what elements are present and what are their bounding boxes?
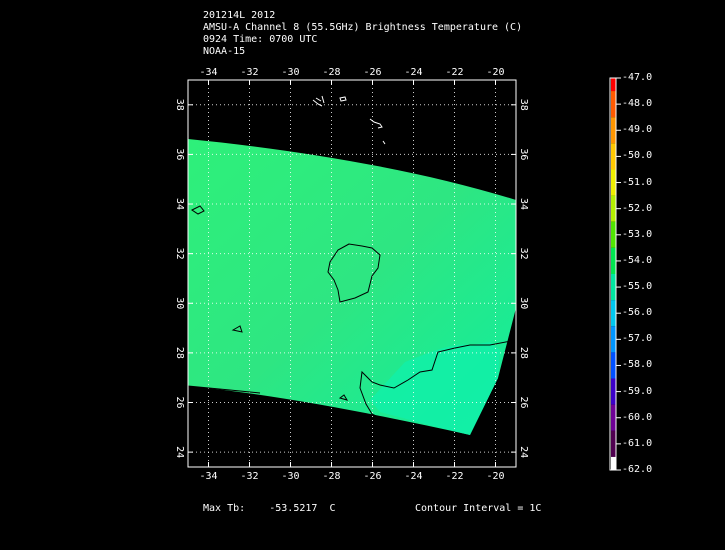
contour-interval: Contour Interval = 1C xyxy=(415,503,542,514)
lon-label-bottom: -34 xyxy=(199,471,217,482)
lon-label-top: -24 xyxy=(404,67,422,78)
contour-southeast xyxy=(359,339,516,423)
colorbar-swatch xyxy=(611,378,616,405)
colorbar-swatch xyxy=(611,274,616,301)
colorbar-label: -62.0 xyxy=(622,464,653,475)
max-tb-readout: Max Tb: -53.5217 C xyxy=(203,503,336,514)
lat-label-right: 38 xyxy=(518,99,529,111)
lat-label-left: 32 xyxy=(174,248,185,260)
island-2 xyxy=(315,97,322,102)
colorbar-swatch xyxy=(611,430,616,457)
max-tb-value: -53.5217 xyxy=(269,503,318,514)
contour-small-2 xyxy=(231,325,243,333)
lon-label-bottom: -26 xyxy=(363,471,381,482)
lat-label-left: 36 xyxy=(174,148,185,160)
cooler-region xyxy=(370,342,500,435)
island-5 xyxy=(369,118,383,129)
lat-label-left: 28 xyxy=(174,347,185,359)
lon-label-top: -20 xyxy=(486,67,504,78)
lat-label-right: 28 xyxy=(518,347,529,359)
coastline xyxy=(312,95,386,145)
island-1 xyxy=(312,99,323,107)
colorbar-swatch xyxy=(611,169,616,196)
colorbar-label: -56.0 xyxy=(622,307,653,319)
lat-label-right: 32 xyxy=(518,248,529,260)
colorbar-swatch xyxy=(611,456,616,470)
colorbar-label: -50.0 xyxy=(622,150,653,162)
lon-label-top: -22 xyxy=(445,67,463,78)
chart-header: 201214L 2012 AMSU-A Channel 8 (55.5GHz) B… xyxy=(203,10,522,58)
colorbar-label: -47.0 xyxy=(622,72,653,83)
lat-label-right: 34 xyxy=(518,198,529,210)
colorbar-label: -53.0 xyxy=(622,228,653,240)
colorbar-swatch xyxy=(611,117,616,144)
colorbar-label: -58.0 xyxy=(622,359,653,371)
lon-label-bottom: -28 xyxy=(322,471,340,482)
lon-label-top: -26 xyxy=(363,67,381,78)
colorbar-label: -52.0 xyxy=(622,202,653,214)
island-3 xyxy=(321,95,325,104)
lon-label-bottom: -24 xyxy=(404,471,422,482)
colorbar-label: -57.0 xyxy=(622,333,653,345)
island-4 xyxy=(339,96,347,102)
contour-small-1 xyxy=(191,205,205,215)
lon-label-top: -34 xyxy=(199,67,217,78)
header-line-4: NOAA-15 xyxy=(203,46,246,57)
lat-label-right: 36 xyxy=(518,148,529,160)
colorbar xyxy=(609,77,621,471)
lon-label-top: -30 xyxy=(281,67,299,78)
island-6 xyxy=(382,140,386,145)
lon-label-top: -32 xyxy=(240,67,258,78)
lon-label-bottom: -20 xyxy=(486,471,504,482)
colorbar-swatch xyxy=(611,247,616,274)
lat-label-left: 34 xyxy=(174,198,185,210)
colorbar-label: -60.0 xyxy=(622,411,653,423)
contour-west-edge xyxy=(188,385,261,394)
colorbar-label: -59.0 xyxy=(622,385,653,397)
header-line-3: 0924 Time: 0700 UTC xyxy=(203,34,318,45)
max-tb-unit: C xyxy=(329,503,336,514)
colorbar-swatch xyxy=(611,78,616,92)
colorbar-swatch xyxy=(611,143,616,170)
contour-lines xyxy=(188,205,516,423)
colorbar-swatch xyxy=(611,326,616,353)
header-line-1: 201214L 2012 xyxy=(203,10,276,21)
contour-small-3 xyxy=(338,394,349,401)
colorbar-label: -61.0 xyxy=(622,437,653,449)
lat-label-right: 24 xyxy=(518,446,529,458)
colorbar-label: -49.0 xyxy=(622,124,653,136)
colorbar-label: -51.0 xyxy=(622,176,653,188)
axis-ticks xyxy=(188,80,516,467)
colorbar-label: -55.0 xyxy=(622,281,653,293)
lon-label-bottom: -30 xyxy=(281,471,299,482)
lon-label-top: -28 xyxy=(322,67,340,78)
lat-label-left: 26 xyxy=(174,396,185,408)
header-line-2: AMSU-A Channel 8 (55.5GHz) Brightness Te… xyxy=(203,22,523,33)
colorbar-label: -48.0 xyxy=(622,98,653,110)
colorbar-swatch xyxy=(611,404,616,431)
contour-center xyxy=(327,243,381,303)
map-frame xyxy=(187,79,517,468)
colorbar-swatch xyxy=(611,221,616,248)
lon-label-bottom: -32 xyxy=(240,471,258,482)
lat-label-left: 30 xyxy=(174,297,185,309)
lon-label-bottom: -22 xyxy=(445,471,463,482)
colorbar-swatch xyxy=(611,195,616,222)
colorbar-swatch xyxy=(611,300,616,327)
colorbar-swatch xyxy=(611,352,616,379)
max-tb-label: Max Tb: xyxy=(203,503,246,514)
colorbar-swatch xyxy=(611,91,616,118)
colorbar-label: -54.0 xyxy=(622,254,653,266)
lat-label-right: 26 xyxy=(518,396,529,408)
axis-labels: -34 -34 -32 -32 -30 -30 -28 -28 -26 -26 -24 -24 -22 -… xyxy=(174,67,529,482)
lat-label-left: 24 xyxy=(174,446,185,458)
lat-label-left: 38 xyxy=(174,99,185,111)
lat-label-right: 30 xyxy=(518,297,529,309)
colorbar-frame xyxy=(609,77,617,471)
graticule xyxy=(188,80,516,467)
